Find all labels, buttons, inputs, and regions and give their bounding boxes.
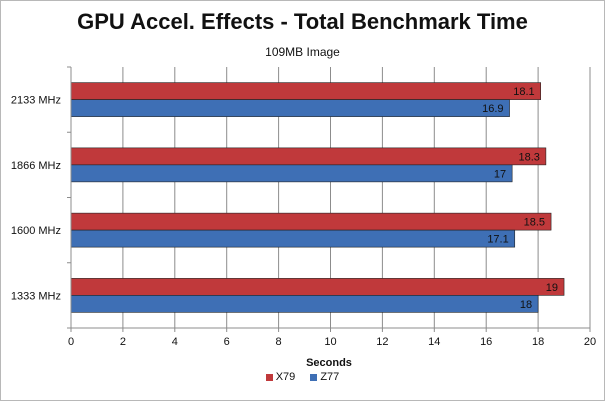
bar-z77 (70, 164, 513, 183)
chart-subtitle: 109MB Image (265, 45, 340, 59)
bar-x79 (70, 82, 541, 100)
x-axis-label: Seconds (306, 357, 352, 369)
x-tick-label: 18 (532, 336, 544, 348)
legend-label-z77: Z77 (320, 371, 340, 383)
x-tick-label: 14 (428, 336, 440, 348)
data-label-z77: 16.9 (482, 103, 503, 115)
bar-x79 (70, 212, 552, 231)
axes: 0 2 4 6 8 10 12 14 16 18 20 2133 MHz 1866 MHz 1600 MH… (11, 66, 596, 348)
category-label: 1600 MHz (11, 225, 61, 237)
chart-title: GPU Accel. Effects - Total Benchmark Tim… (77, 9, 528, 34)
category-label: 1866 MHz (11, 160, 61, 172)
data-label-z77: 18 (520, 299, 532, 311)
legend-item-z77: Z77 (310, 371, 339, 383)
bar-z77 (70, 99, 510, 117)
x-tick-label: 4 (172, 336, 178, 348)
x-tick-label: 2 (120, 336, 126, 348)
x-tick-label: 10 (324, 336, 336, 348)
bars: 18.1 16.9 18.3 17 18.5 17.1 19 18 (70, 82, 565, 313)
bar-z77 (70, 295, 539, 313)
legend-swatch-z77 (310, 373, 318, 381)
legend-item-x79: X79 (265, 371, 296, 383)
data-label-x79: 19 (546, 282, 558, 294)
category-label: 2133 MHz (11, 95, 61, 107)
data-label-z77: 17.1 (487, 234, 508, 246)
legend-label-x79: X79 (275, 371, 296, 383)
data-label-x79: 18.1 (513, 86, 534, 98)
legend: X79 Z77 (1, 371, 604, 383)
bar-x79 (70, 278, 565, 296)
bar-z77 (70, 229, 516, 248)
data-label-z77: 17 (494, 168, 506, 180)
x-tick-label: 6 (224, 336, 230, 348)
x-tick-label: 12 (376, 336, 388, 348)
data-label-x79: 18.3 (518, 151, 539, 163)
bar-x79 (70, 147, 547, 166)
x-tick-label: 16 (480, 336, 492, 348)
legend-swatch-x79 (265, 373, 273, 381)
data-label-x79: 18.5 (524, 217, 545, 229)
category-label: 1333 MHz (11, 290, 61, 302)
x-tick-label: 8 (276, 336, 282, 348)
x-tick-label: 0 (68, 336, 74, 348)
x-tick-label: 20 (584, 336, 596, 348)
